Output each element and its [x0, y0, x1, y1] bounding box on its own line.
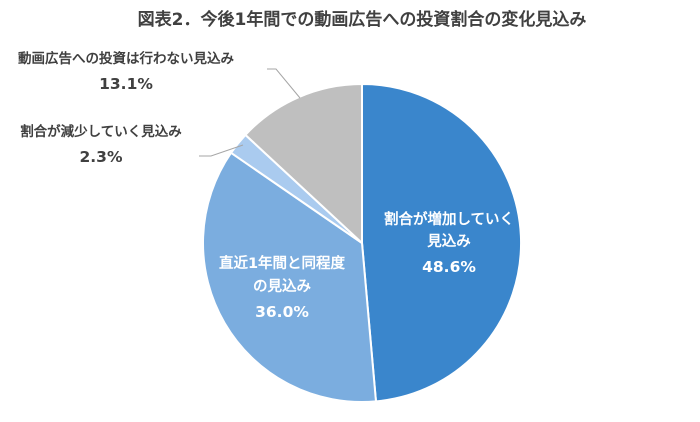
leader-line-3 [199, 144, 244, 157]
slice-value-label-3: 2.3% [80, 148, 123, 166]
slice-value-label-2: 36.0% [255, 303, 309, 321]
pie-slice-2 [202, 151, 378, 403]
slice-value-label-1: 48.6% [422, 258, 476, 276]
leader-lines [199, 68, 301, 157]
slice-label-1: 見込み [426, 232, 471, 250]
pie-slice-1 [361, 82, 523, 403]
pie-slices [202, 82, 523, 403]
slice-label-4: 動画広告への投資は行わない見込み [18, 50, 234, 67]
slice-label-2: の見込み [253, 277, 311, 295]
pie-slice-4 [243, 82, 363, 246]
slice-label-2: 直近1年間と同程度 [219, 254, 346, 272]
slice-value-label-4: 13.1% [99, 75, 153, 93]
slice-label-1: 割合が増加していく [384, 210, 514, 228]
leader-line-4 [267, 68, 301, 99]
chart-title: 図表2．今後1年間での動画広告への投資割合の変化見込み [138, 9, 587, 30]
slice-label-3: 割合が減少していく見込み [20, 123, 182, 140]
